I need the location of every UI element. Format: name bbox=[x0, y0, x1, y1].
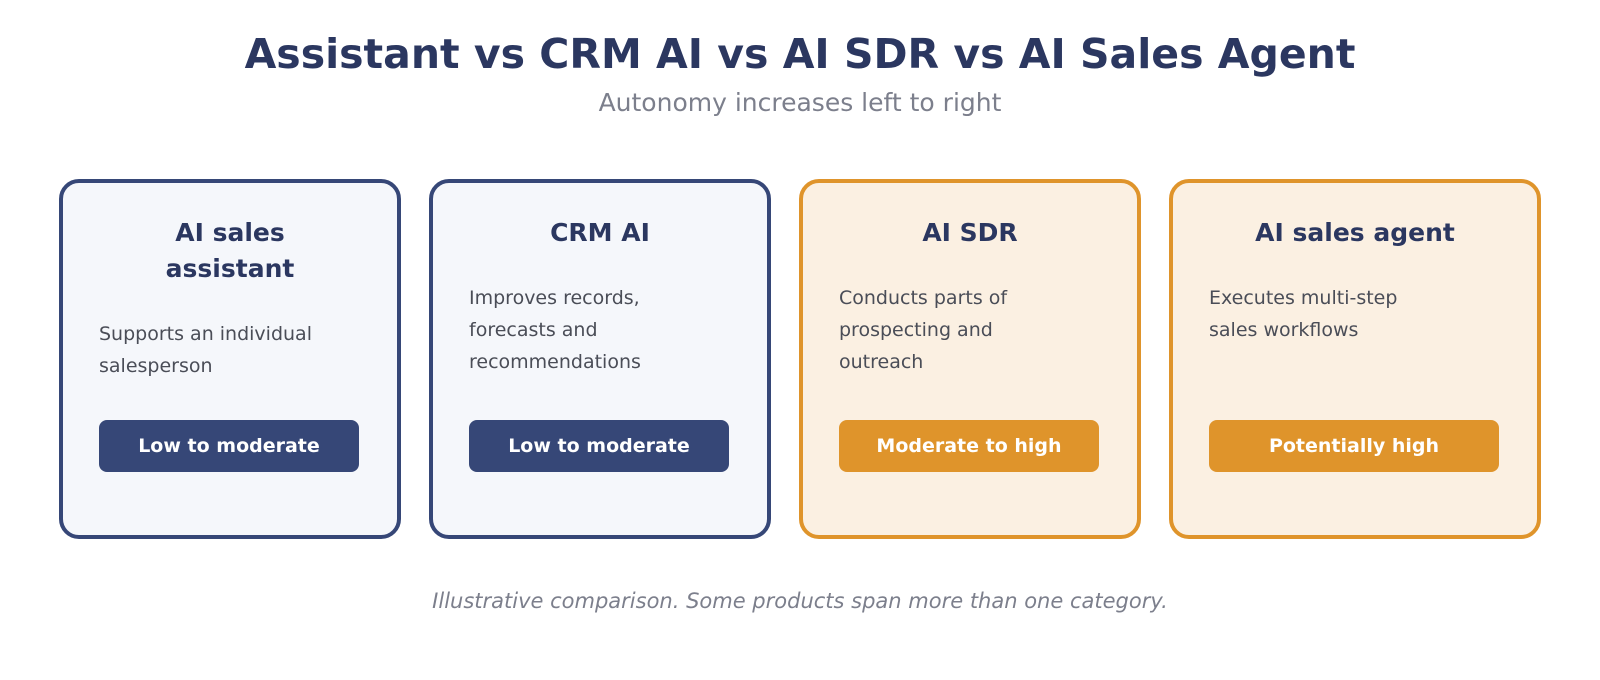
card-ai-sdr: AI SDR Conducts parts of prospecting and… bbox=[799, 179, 1141, 539]
card-description: Executes multi-step sales workflows bbox=[1209, 287, 1398, 341]
card-title: AI SDR bbox=[922, 218, 1018, 247]
card-description: Supports an individual salesperson bbox=[99, 323, 312, 377]
autonomy-badge: Low to moderate bbox=[469, 420, 729, 472]
autonomy-badge: Moderate to high bbox=[839, 420, 1099, 472]
card-title: AI sales agent bbox=[1255, 218, 1455, 247]
card-description: Improves records, forecasts and recommen… bbox=[469, 287, 641, 373]
page-subtitle: Autonomy increases left to right bbox=[598, 88, 1002, 117]
page-title: Assistant vs CRM AI vs AI SDR vs AI Sale… bbox=[244, 30, 1356, 78]
card-title: CRM AI bbox=[550, 218, 650, 247]
footnote: Illustrative comparison. Some products s… bbox=[432, 589, 1168, 613]
autonomy-badge: Potentially high bbox=[1209, 420, 1499, 472]
autonomy-badge: Low to moderate bbox=[99, 420, 359, 472]
card-title: AI sales assistant bbox=[165, 218, 295, 283]
card-ai-sales-agent: AI sales agent Executes multi-step sales… bbox=[1169, 179, 1541, 539]
card-ai-sales-assistant: AI sales assistant Supports an individua… bbox=[59, 179, 401, 539]
card-description: Conducts parts of prospecting and outrea… bbox=[839, 287, 1008, 373]
card-crm-ai: CRM AI Improves records, forecasts and r… bbox=[429, 179, 771, 539]
